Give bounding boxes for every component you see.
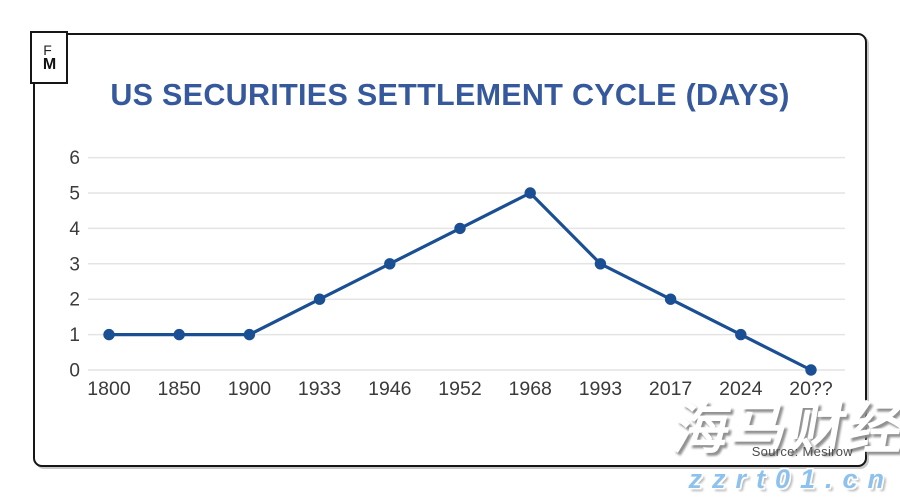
y-axis-tick-label: 2 [69, 290, 80, 311]
data-point [384, 258, 396, 270]
x-axis-tick-label: 20?? [789, 378, 833, 400]
y-axis-tick-label: 3 [69, 254, 80, 275]
data-point [805, 364, 817, 376]
x-axis-tick-label: 2024 [719, 378, 763, 400]
data-point [664, 293, 677, 305]
data-point [173, 328, 185, 341]
source-caption: Source: Mesirow [751, 444, 853, 459]
x-axis-tick-label: 1952 [438, 378, 481, 400]
y-axis-tick-label: 4 [69, 219, 80, 240]
y-axis-tick-label: 5 [69, 184, 80, 205]
data-point [313, 293, 326, 305]
data-point [243, 328, 256, 341]
line-series [109, 191, 812, 372]
settlement-cycle-line-chart: 0 1 2 3 4 5 6 1800 1850 1900 1933 1946 1952 1968 1993 2… [69, 148, 845, 400]
x-axis-tick-label: 2017 [649, 378, 692, 400]
y-axis-tick-label: 0 [69, 361, 80, 382]
data-point [524, 187, 536, 199]
y-axis-tick-label: 1 [69, 325, 80, 346]
fm-logo-letter-m: M [42, 55, 57, 73]
x-axis-tick-label: 1850 [158, 378, 202, 400]
chart-title: US SECURITIES SETTLEMENT CYCLE (DAYS) [110, 78, 790, 112]
x-axis-tick-label: 1946 [368, 378, 411, 400]
x-axis-tick-label: 1968 [509, 378, 552, 400]
data-point [454, 222, 466, 235]
data-point [735, 328, 747, 341]
x-axis-tick-label: 1900 [228, 378, 272, 400]
x-axis-tick-label: 1800 [87, 378, 131, 400]
fm-logo-letter-f: F [43, 41, 52, 58]
watermark-url-text: zzrt01.cn [688, 464, 894, 494]
x-axis-tick-label: 1933 [298, 378, 341, 400]
data-point [103, 328, 115, 341]
y-axis-tick-label: 6 [69, 148, 80, 169]
x-axis-tick-label: 1993 [579, 378, 622, 400]
data-point [594, 258, 607, 270]
fm-logo: F M [30, 31, 68, 84]
slide-frame [33, 33, 867, 467]
